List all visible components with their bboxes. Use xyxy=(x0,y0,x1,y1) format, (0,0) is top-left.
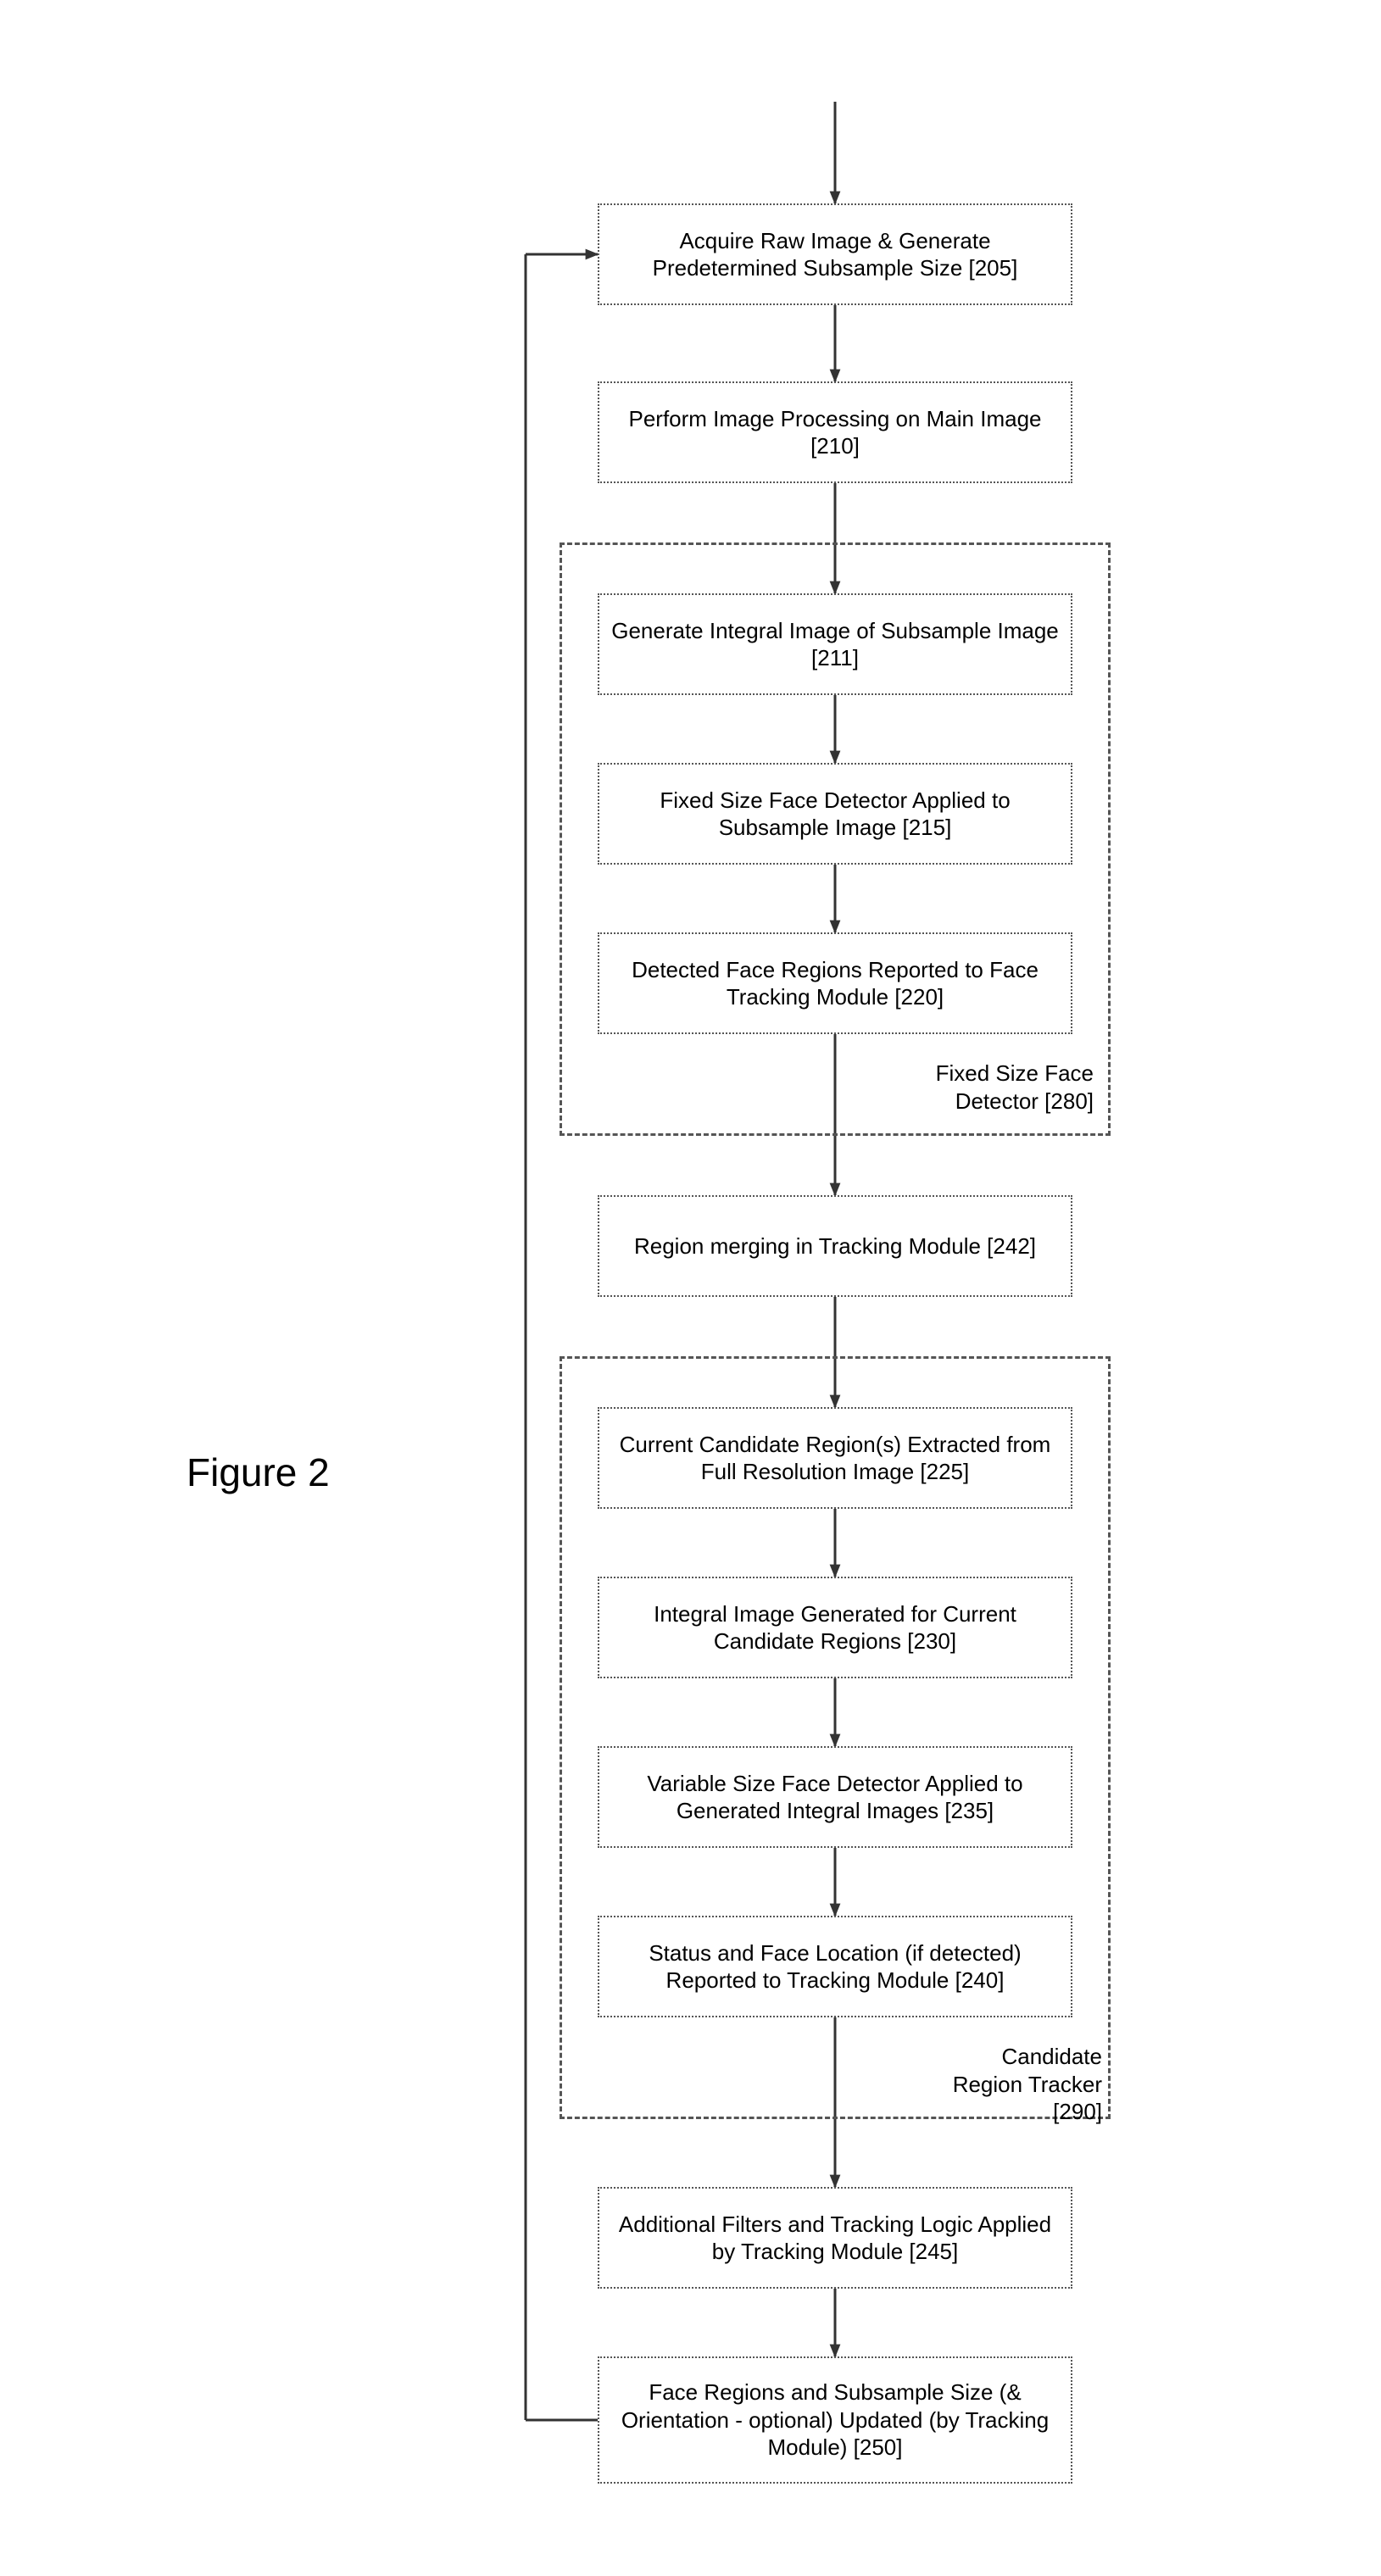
node-n250: Face Regions and Subsample Size (& Orien… xyxy=(598,2356,1072,2484)
group-label-g280: Fixed Size Face Detector [280] xyxy=(924,1060,1094,1115)
node-n235: Variable Size Face Detector Applied to G… xyxy=(598,1746,1072,1848)
node-n245: Additional Filters and Tracking Logic Ap… xyxy=(598,2187,1072,2289)
group-label-g290: Candidate Region Tracker [290] xyxy=(933,2043,1102,2126)
node-n211: Generate Integral Image of Subsample Ima… xyxy=(598,593,1072,695)
node-n210: Perform Image Processing on Main Image [… xyxy=(598,381,1072,483)
node-n242: Region merging in Tracking Module [242] xyxy=(598,1195,1072,1297)
figure-label: Figure 2 xyxy=(187,1449,330,1495)
node-n225: Current Candidate Region(s) Extracted fr… xyxy=(598,1407,1072,1509)
node-n215: Fixed Size Face Detector Applied to Subs… xyxy=(598,763,1072,865)
node-n230: Integral Image Generated for Current Can… xyxy=(598,1577,1072,1678)
node-n205: Acquire Raw Image & Generate Predetermin… xyxy=(598,203,1072,305)
flowchart-canvas: Figure 2 Fixed Size Face Detector [280] C… xyxy=(34,34,1381,2542)
node-n240: Status and Face Location (if detected) R… xyxy=(598,1916,1072,2017)
node-n220: Detected Face Regions Reported to Face T… xyxy=(598,932,1072,1034)
